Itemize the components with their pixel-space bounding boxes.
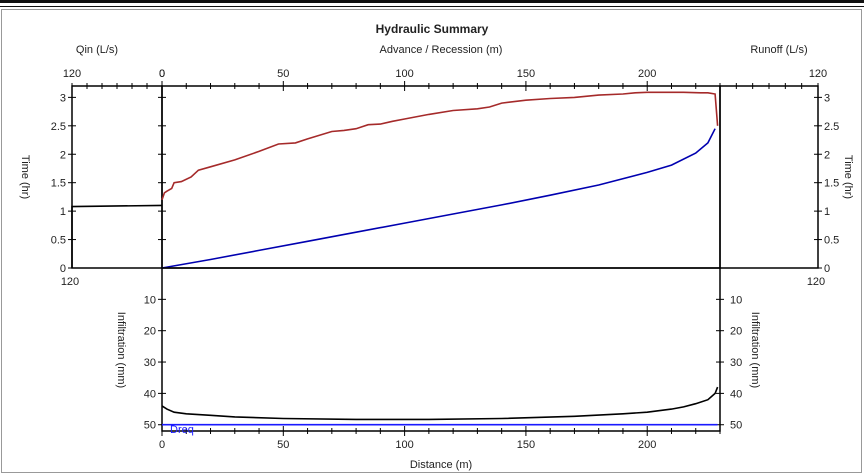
infiltration-frame: [161, 267, 721, 432]
infil-x-tick-label: 150: [517, 439, 535, 451]
runoff-frame: [719, 85, 819, 269]
advance-x-tick-label: 50: [277, 68, 289, 80]
advance-x-tick-label: 0: [159, 68, 165, 80]
dreq-label: Dreq: [170, 424, 194, 436]
qin-frame: [71, 85, 163, 269]
infiltration-y-axis-label-left: Infiltration (mm): [115, 312, 127, 388]
qin-x-tick-label: 0: [159, 68, 165, 80]
infil-y-tick-label-left: 20: [144, 326, 156, 338]
qin-y-axis-label: Time (hr): [19, 155, 31, 199]
recession-curve: [161, 91, 719, 201]
infil-y-tick-label-left: 30: [144, 357, 156, 369]
runoff-y-tick-label: 1.5: [824, 178, 839, 190]
qin-y-tick-label: 0.5: [51, 235, 66, 247]
runoff-y-tick-label: 0.5: [824, 235, 839, 247]
qin-y-tick-label: 3: [60, 92, 66, 104]
qin-y-tick-label: 1: [60, 206, 66, 218]
top-border-2: [0, 6, 864, 7]
chart-title: Hydraulic Summary: [376, 22, 489, 36]
advance-recession-title: Advance / Recession (m): [380, 44, 503, 56]
chart-frame: [1, 9, 862, 473]
runoff-y-tick-label: 2: [824, 149, 830, 161]
advance-x-tick-label: 100: [395, 68, 413, 80]
infil-x-tick-label: 100: [395, 439, 413, 451]
runoff-y-axis-label: Time (hr): [842, 155, 854, 199]
infil-x-tick-label: 200: [638, 439, 656, 451]
qin-y-tick-label: 2: [60, 149, 66, 161]
runoff-y-tick-label: 1: [824, 206, 830, 218]
infiltration-y-axis-label-right: Infiltration (mm): [749, 312, 761, 388]
qin-series: [71, 204, 163, 268]
runoff-y-tick-label: 3: [824, 92, 830, 104]
qin-y-tick-label: 0: [60, 263, 66, 275]
runoff-x-tick-label: 120: [809, 68, 827, 80]
top-border: [0, 0, 864, 3]
infil-y-tick-label-right: 10: [730, 294, 742, 306]
infil-y-tick-label-left: 40: [144, 388, 156, 400]
qin-x-tick-label: 120: [63, 68, 81, 80]
advance-x-tick-label: 200: [638, 68, 656, 80]
infiltration-curve: [161, 386, 719, 421]
x-axis-label: Distance (m): [410, 459, 472, 471]
runoff-title: Runoff (L/s): [750, 44, 807, 56]
qin-title: Qin (L/s): [76, 44, 118, 56]
runoff-panel: 0 0.5 1 1.5 2 2.5 3 120 120: [719, 68, 839, 288]
infil-y-tick-label-right: 50: [730, 420, 742, 432]
qin-y-tick-label: 2.5: [51, 121, 66, 133]
advance-frame: [161, 85, 721, 269]
infil-y-tick-label-right: 30: [730, 357, 742, 369]
infil-x-tick-label: 0: [159, 439, 165, 451]
advance-recession-panel: 0 50 100 150 200: [159, 68, 721, 269]
qin-y-tick-label: 1.5: [51, 178, 66, 190]
infil-y-tick-label-right: 20: [730, 326, 742, 338]
infil-y-tick-label-right: 40: [730, 388, 742, 400]
runoff-bottom-tick-label: 120: [807, 276, 825, 288]
runoff-y-tick-label: 0: [824, 263, 830, 275]
infil-y-tick-label-left: 50: [144, 420, 156, 432]
runoff-y-tick-label: 2.5: [824, 121, 839, 133]
advance-x-tick-label: 150: [517, 68, 535, 80]
advance-curve: [161, 128, 716, 269]
infil-x-tick-label: 50: [277, 439, 289, 451]
infil-y-tick-label-left: 10: [144, 294, 156, 306]
qin-bottom-tick-label: 120: [61, 276, 79, 288]
